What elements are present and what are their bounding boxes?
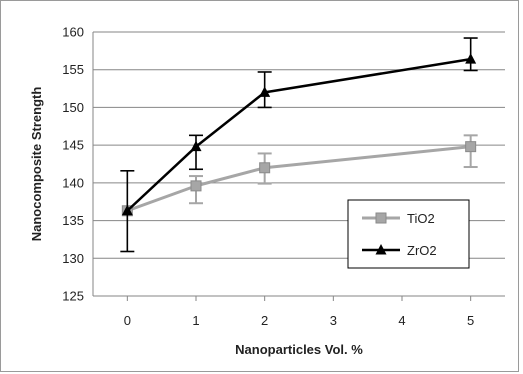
axes: 125 130 135 140 145 150 155 160 0 1 2 3 4 5 [62, 25, 505, 328]
y-tick-label: 130 [62, 251, 84, 266]
y-axis-title: Nanocomposite Strength [29, 87, 44, 242]
legend-marker [375, 244, 387, 255]
x-tick-label: 5 [467, 313, 474, 328]
legend-label: ZrO2 [407, 243, 437, 258]
x-tick-label: 2 [261, 313, 268, 328]
y-tick-label: 140 [62, 175, 84, 190]
data-point [465, 141, 477, 153]
data-point [121, 204, 133, 216]
x-axis-title: Nanoparticles Vol. % [235, 342, 363, 357]
y-tick-label: 150 [62, 100, 84, 115]
series-line [126, 145, 471, 213]
data-point [259, 162, 271, 174]
data-point [190, 140, 202, 152]
y-tick-label: 145 [62, 138, 84, 153]
series-line [126, 57, 471, 212]
x-tick-label: 0 [124, 313, 131, 328]
y-tick-label: 160 [62, 25, 84, 40]
series-zro2 [120, 37, 478, 253]
x-tick-label: 4 [398, 313, 405, 328]
series-layer [120, 37, 478, 253]
data-point [465, 53, 477, 64]
legend-marker [375, 212, 387, 224]
legend-box [347, 199, 470, 269]
x-tick-label: 3 [330, 313, 337, 328]
y-tick-label: 135 [62, 213, 84, 228]
legend-label: TiO2 [407, 211, 435, 226]
legend: TiO2 ZrO2 [347, 199, 470, 269]
x-tick-label: 1 [192, 313, 199, 328]
y-tick-label: 125 [62, 289, 84, 304]
data-point [259, 86, 271, 97]
data-point [190, 180, 202, 192]
y-tick-label: 155 [62, 62, 84, 77]
